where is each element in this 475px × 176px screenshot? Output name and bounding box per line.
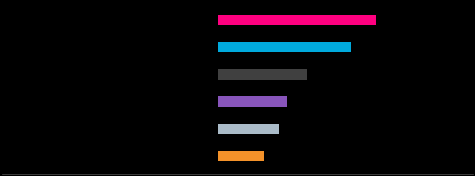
- Bar: [218, 69, 307, 80]
- Bar: [218, 15, 376, 25]
- Bar: [218, 124, 279, 134]
- Bar: [218, 42, 351, 52]
- Bar: [218, 151, 264, 161]
- Bar: [218, 96, 287, 107]
